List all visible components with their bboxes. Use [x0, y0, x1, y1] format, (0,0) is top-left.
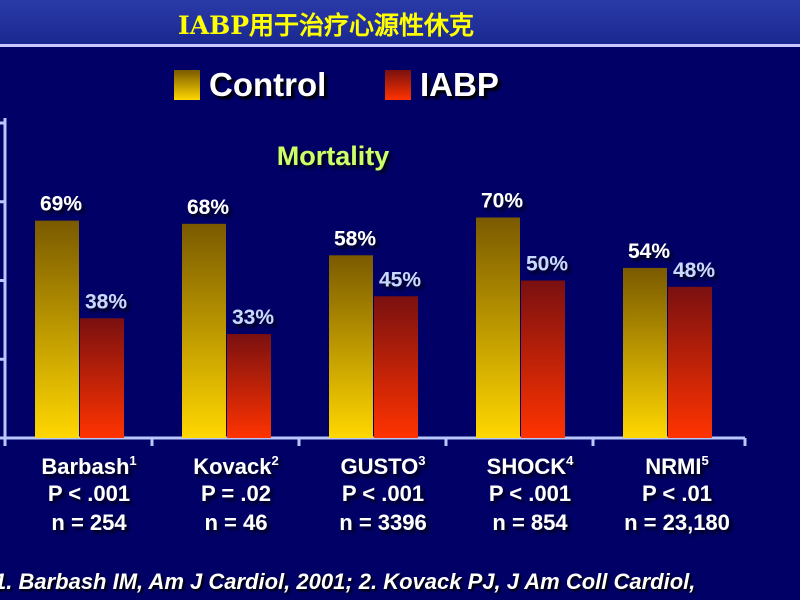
p-value-gusto: P < .001: [342, 481, 424, 506]
value-label-iabp-nrmi: 48%: [673, 259, 715, 282]
legend-label-control: Control: [209, 66, 327, 103]
citation-footer: 1. Barbash IM, Am J Cardiol, 2001; 2. Ko…: [0, 569, 696, 594]
p-value-nrmi: P < .01: [642, 481, 712, 506]
category-label-gusto: GUSTO3: [340, 453, 425, 479]
value-label-control-nrmi: 54%: [628, 240, 670, 263]
category-label-nrmi: NRMI5: [645, 453, 708, 479]
p-value-shock: P < .001: [489, 481, 571, 506]
n-value-kovack: n = 46: [205, 510, 268, 535]
bar-control-kovack: [182, 223, 226, 438]
bar-iabp-kovack: [227, 334, 271, 438]
title-band: IABP用于治疗心源性休克: [0, 0, 800, 47]
iabp-swatch-icon: [385, 70, 411, 100]
category-label-shock: SHOCK4: [487, 453, 574, 479]
n-value-barbash: n = 254: [51, 510, 127, 535]
bar-control-barbash: [35, 220, 79, 438]
bar-iabp-nrmi: [668, 286, 712, 438]
bar-control-shock: [476, 217, 520, 438]
citation-superscript: 2: [272, 453, 279, 468]
bar-iabp-gusto: [374, 296, 418, 438]
citation-superscript: 5: [701, 453, 708, 468]
value-label-iabp-shock: 50%: [526, 253, 568, 276]
value-label-control-gusto: 58%: [334, 227, 376, 250]
citation-superscript: 3: [418, 453, 425, 468]
value-label-iabp-kovack: 33%: [232, 306, 274, 329]
value-label-iabp-gusto: 45%: [379, 268, 421, 291]
citation-superscript: 1: [129, 453, 136, 468]
p-value-kovack: P = .02: [201, 481, 271, 506]
bar-control-gusto: [329, 255, 373, 438]
category-label-kovack: Kovack2: [193, 453, 279, 479]
slide-title: IABP用于治疗心源性休克: [178, 11, 475, 40]
value-label-control-shock: 70%: [481, 190, 523, 213]
category-label-barbash: Barbash1: [41, 453, 136, 479]
citation-superscript: 4: [566, 453, 574, 468]
value-label-iabp-barbash: 38%: [85, 290, 127, 313]
n-value-gusto: n = 3396: [339, 510, 426, 535]
bar-control-nrmi: [623, 267, 667, 438]
chart-legend: Control IABP: [0, 66, 800, 106]
chart-title: Mortality: [277, 141, 390, 171]
n-value-nrmi: n = 23,180: [624, 510, 730, 535]
value-label-control-kovack: 68%: [187, 196, 229, 219]
control-swatch-icon: [174, 70, 200, 100]
bar-iabp-barbash: [80, 318, 124, 438]
value-label-control-barbash: 69%: [40, 193, 82, 216]
n-value-shock: n = 854: [492, 510, 568, 535]
bar-iabp-shock: [521, 280, 565, 438]
p-value-barbash: P < .001: [48, 481, 130, 506]
legend-label-iabp: IABP: [420, 66, 499, 103]
